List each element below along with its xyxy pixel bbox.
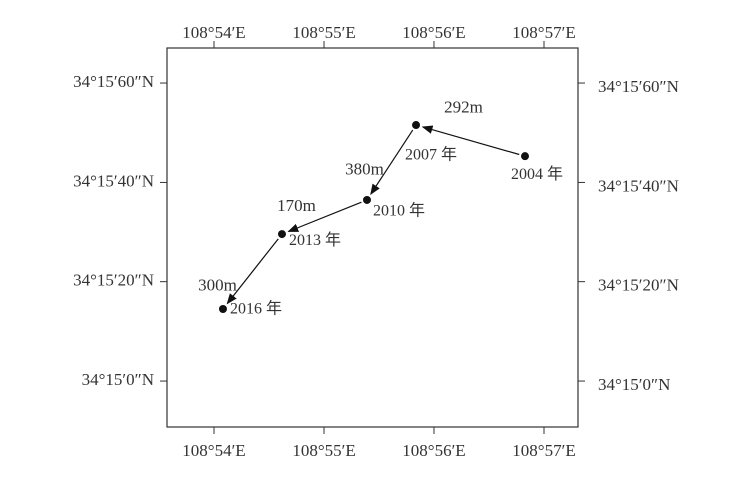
year-label: 2010 年 [373, 202, 425, 220]
x-tick-label: 108°55′E [292, 441, 355, 460]
y-tick-label-right: 34°15′40″N [598, 176, 679, 195]
y-tick-label: 34°15′20″N [73, 271, 154, 290]
position-point [520, 152, 529, 161]
x-tick-label-top: 108°55′E [292, 23, 355, 42]
y-tick-label: 34°15′0″N [82, 370, 154, 389]
y-tick-label-right: 34°15′20″N [598, 276, 679, 295]
position-point [277, 230, 286, 239]
distance-label: 300m [198, 275, 237, 294]
year-label: 2016 年 [230, 300, 282, 318]
x-tick-label: 108°54′E [182, 441, 245, 460]
movement-arrow [287, 201, 362, 233]
position-point [218, 305, 227, 314]
movement-arrow [226, 238, 279, 305]
distance-label: 380m [345, 159, 384, 178]
position-point [412, 121, 421, 130]
plot-frame [166, 47, 579, 428]
distance-label: 170m [277, 196, 316, 215]
year-label: 2013 年 [289, 231, 341, 249]
x-tick-label-top: 108°56′E [402, 23, 465, 42]
x-tick-label: 108°56′E [402, 441, 465, 460]
x-tick-label: 108°57′E [512, 441, 575, 460]
year-label: 2004 年 [511, 165, 563, 183]
x-tick-label-top: 108°57′E [512, 23, 575, 42]
x-tick-label-top: 108°54′E [182, 23, 245, 42]
movement-arrow [370, 129, 414, 196]
movement-arrow [421, 125, 520, 156]
year-label: 2007 年 [405, 146, 457, 164]
position-point [362, 195, 371, 204]
y-tick-label-right: 34°15′0″N [598, 375, 670, 394]
y-tick-label: 34°15′40″N [73, 171, 154, 190]
y-tick-label-right: 34°15′60″N [598, 77, 679, 96]
y-tick-label: 34°15′60″N [73, 72, 154, 91]
distance-label: 292m [444, 98, 483, 117]
